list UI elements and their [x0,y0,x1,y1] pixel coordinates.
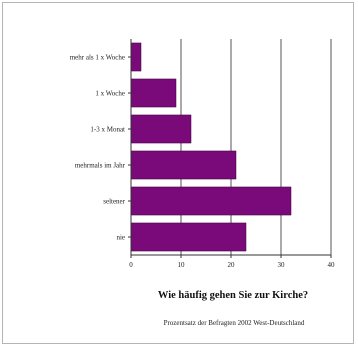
x-tick-label: 20 [228,261,236,269]
bar-chart: mehr als 1 x Woche 1 x Woche 1-3 x Monat me… [70,39,335,269]
category-label: mehr als 1 x Woche [70,54,125,62]
category-label: mehrmals im Jahr [75,162,126,170]
x-tick-label: 40 [328,261,336,269]
bars [130,42,292,252]
category-label: 1-3 x Monat [90,126,125,134]
chart-caption: Prozentsatz der Befragten 2002 West-Deut… [163,319,305,327]
bar [130,78,177,108]
bar [130,150,237,180]
axes [128,39,332,258]
category-label: nie [116,234,125,242]
x-tick-label: 0 [129,261,133,269]
x-tick-label: 30 [278,261,286,269]
bar [130,114,192,144]
chart-frame: mehr als 1 x Woche 1 x Woche 1-3 x Monat me… [2,2,354,344]
category-label: seltener [103,198,125,206]
bar [130,42,142,72]
x-tick-label: 10 [178,261,186,269]
gridlines [180,39,332,255]
category-label: 1 x Woche [95,90,125,98]
tick-labels: 0 10 20 30 40 [129,261,335,269]
category-labels: mehr als 1 x Woche 1 x Woche 1-3 x Monat me… [70,54,126,242]
bar [130,186,292,216]
bar [130,222,247,252]
chart-title: Wie häufig gehen Sie zur Kirche? [157,290,309,301]
